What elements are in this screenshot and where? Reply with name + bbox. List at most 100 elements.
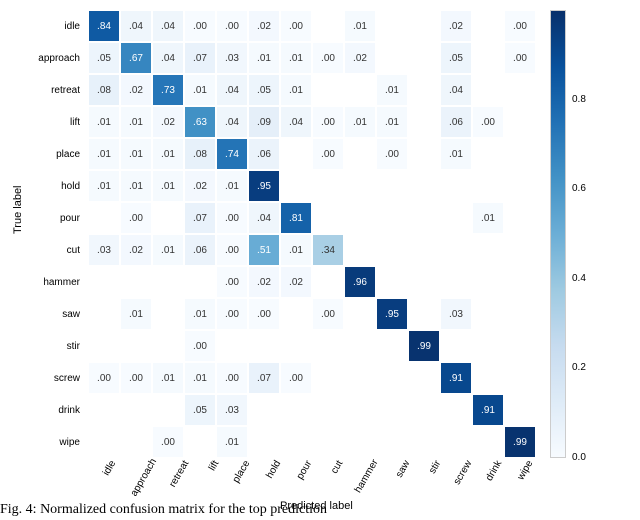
- y-tick: idle: [28, 10, 84, 42]
- heatmap-cell: .00: [312, 298, 344, 330]
- heatmap-cell: [344, 426, 376, 458]
- heatmap-cell: .00: [312, 106, 344, 138]
- heatmap-cell: .02: [344, 42, 376, 74]
- heatmap-cell: .08: [184, 138, 216, 170]
- heatmap-cell: .34: [312, 234, 344, 266]
- heatmap-cell: [376, 10, 408, 42]
- heatmap-cell: [248, 330, 280, 362]
- heatmap-cell: .01: [152, 170, 184, 202]
- heatmap-cell: .01: [344, 10, 376, 42]
- heatmap-cell: [88, 202, 120, 234]
- heatmap-cell: .91: [472, 394, 504, 426]
- heatmap-cell: .02: [248, 266, 280, 298]
- heatmap-cell: .63: [184, 106, 216, 138]
- heatmap-cell: .00: [280, 10, 312, 42]
- heatmap-cell: .01: [152, 362, 184, 394]
- heatmap-cell: [152, 330, 184, 362]
- heatmap-cell: .01: [184, 74, 216, 106]
- heatmap-cell: .05: [248, 74, 280, 106]
- heatmap-cell: [184, 426, 216, 458]
- heatmap-cell: [152, 202, 184, 234]
- heatmap-cell: [344, 202, 376, 234]
- x-tick-labels: idleapproachretreatliftplaceholdpourcuth…: [88, 460, 536, 500]
- heatmap-cell: .00: [88, 362, 120, 394]
- heatmap-cell: .00: [216, 234, 248, 266]
- heatmap-cell: [280, 394, 312, 426]
- heatmap-cell: [504, 394, 536, 426]
- heatmap-cell: .01: [88, 138, 120, 170]
- heatmap-cell: [440, 426, 472, 458]
- y-tick: hammer: [28, 266, 84, 298]
- heatmap-cell: [472, 42, 504, 74]
- heatmap-cell: .04: [440, 74, 472, 106]
- heatmap-cell: .01: [248, 42, 280, 74]
- heatmap-cell: [344, 298, 376, 330]
- heatmap-cell: [376, 266, 408, 298]
- heatmap-cell: [504, 266, 536, 298]
- heatmap-cell: [504, 362, 536, 394]
- heatmap-cell: [376, 330, 408, 362]
- heatmap-cell: [376, 234, 408, 266]
- heatmap-cell: [120, 330, 152, 362]
- heatmap-cell: [152, 298, 184, 330]
- y-tick: hold: [28, 170, 84, 202]
- heatmap-cell: [312, 362, 344, 394]
- heatmap-cell: .81: [280, 202, 312, 234]
- heatmap-cell: .01: [120, 106, 152, 138]
- heatmap-cell: .00: [216, 266, 248, 298]
- heatmap-cell: [504, 330, 536, 362]
- heatmap-cell: .91: [440, 362, 472, 394]
- heatmap-cell: .01: [216, 426, 248, 458]
- heatmap-cell: [472, 426, 504, 458]
- heatmap-cell: .04: [216, 106, 248, 138]
- heatmap-cell: [472, 74, 504, 106]
- heatmap-cell: [88, 394, 120, 426]
- colorbar-tick: 0.2: [572, 362, 586, 373]
- heatmap-cell: [408, 138, 440, 170]
- heatmap-cell: [408, 106, 440, 138]
- y-tick: screw: [28, 362, 84, 394]
- heatmap-cell: .00: [248, 298, 280, 330]
- heatmap-cell: [408, 234, 440, 266]
- heatmap-cell: [504, 234, 536, 266]
- heatmap-cell: [280, 330, 312, 362]
- heatmap-cell: [472, 10, 504, 42]
- heatmap-cell: .02: [440, 10, 472, 42]
- heatmap-cell: [344, 138, 376, 170]
- heatmap-cell: [408, 394, 440, 426]
- heatmap-cell: .04: [120, 10, 152, 42]
- heatmap-cell: [472, 266, 504, 298]
- y-tick: stir: [28, 330, 84, 362]
- heatmap-cell: .05: [88, 42, 120, 74]
- heatmap-cell: [376, 170, 408, 202]
- y-tick: retreat: [28, 74, 84, 106]
- colorbar: [550, 10, 566, 458]
- heatmap-cell: [88, 330, 120, 362]
- heatmap-cell: .04: [152, 10, 184, 42]
- colorbar-tick: 0.8: [572, 94, 586, 105]
- heatmap-cell: [376, 426, 408, 458]
- heatmap-cell: [504, 298, 536, 330]
- y-tick: place: [28, 138, 84, 170]
- heatmap-cell: .01: [344, 106, 376, 138]
- heatmap-cell: .04: [248, 202, 280, 234]
- heatmap-cell: [440, 202, 472, 234]
- colorbar-tick: 0.0: [572, 452, 586, 463]
- heatmap-cell: [440, 170, 472, 202]
- heatmap-cell: .04: [280, 106, 312, 138]
- heatmap-cell: [408, 74, 440, 106]
- heatmap-cell: .08: [88, 74, 120, 106]
- heatmap-cell: .01: [280, 234, 312, 266]
- heatmap-cell: .01: [120, 138, 152, 170]
- heatmap-cell: .07: [184, 42, 216, 74]
- y-axis-label: True label: [12, 185, 24, 234]
- heatmap-grid: .84.04.04.00.00.02.00.01.02.00.05.67.04.…: [88, 10, 536, 458]
- heatmap-cell: [440, 394, 472, 426]
- heatmap-cell: .01: [376, 74, 408, 106]
- heatmap-cell: [280, 138, 312, 170]
- heatmap-cell: .95: [248, 170, 280, 202]
- heatmap-cell: .05: [184, 394, 216, 426]
- heatmap-cell: .84: [88, 10, 120, 42]
- heatmap-cell: [312, 394, 344, 426]
- heatmap-cell: [408, 10, 440, 42]
